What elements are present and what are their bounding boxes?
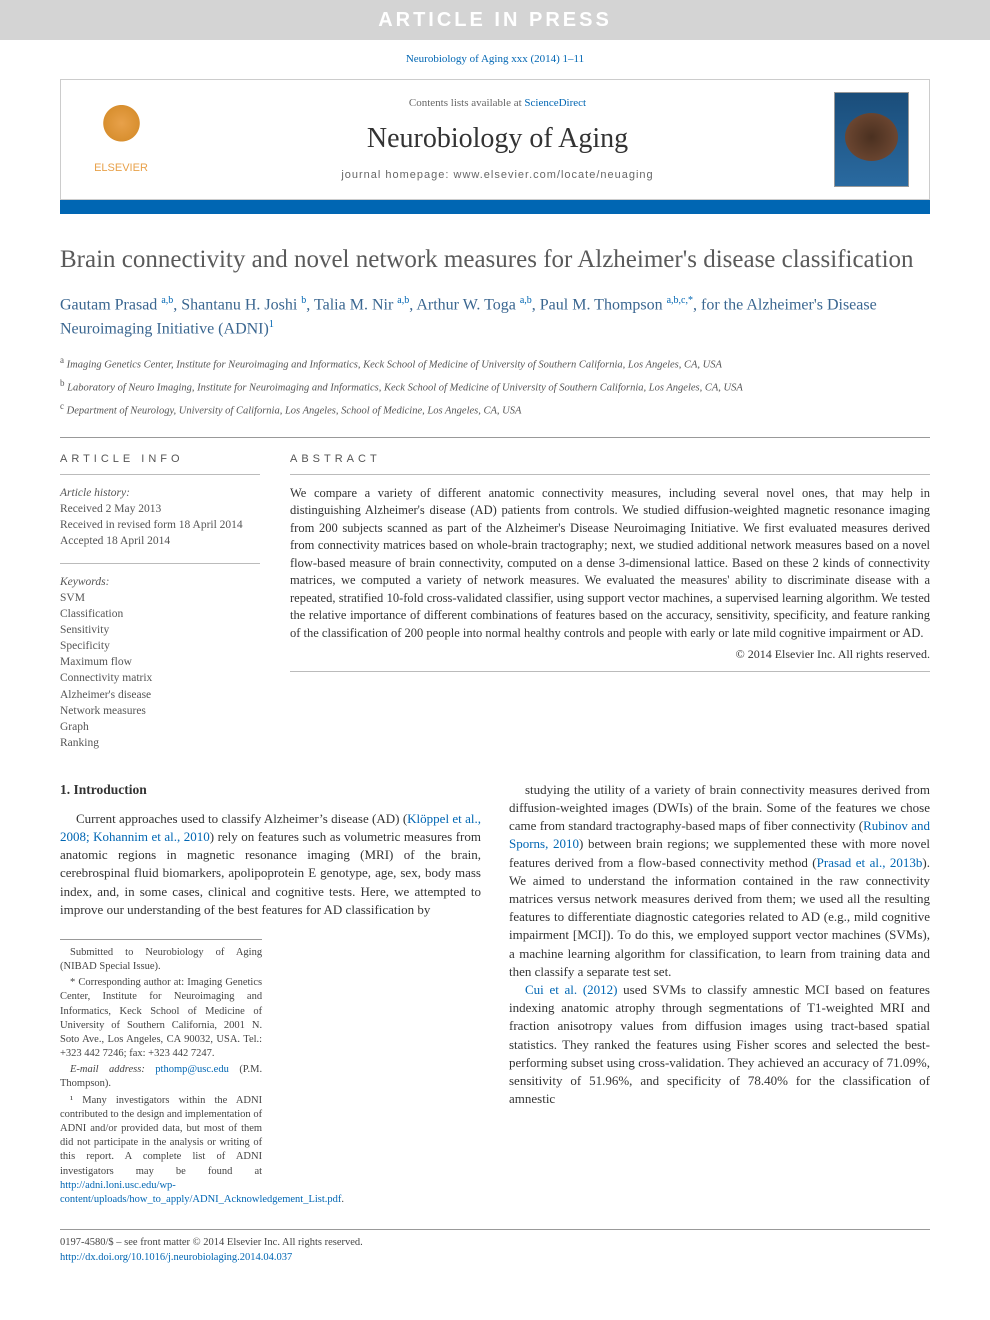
keywords-block: Keywords: SVMClassificationSensitivitySp… bbox=[60, 574, 260, 751]
homepage-url[interactable]: www.elsevier.com/locate/neuaging bbox=[454, 169, 654, 181]
intro-para-3: Cui et al. (2012) used SVMs to classify … bbox=[509, 981, 930, 1108]
divider-thin bbox=[60, 474, 260, 475]
footnotes: Submitted to Neurobiology of Aging (NIBA… bbox=[60, 939, 262, 1207]
citation-link[interactable]: Rubinov and Sporns, 2010 bbox=[509, 818, 930, 851]
divider-thin bbox=[290, 671, 930, 672]
journal-cover-thumbnail bbox=[834, 92, 909, 187]
section-heading: 1. Introduction bbox=[60, 781, 481, 800]
authors-list: Gautam Prasad a,b, Shantanu H. Joshi b, … bbox=[60, 293, 930, 342]
elsevier-tree-icon bbox=[94, 104, 149, 159]
keyword-item: Sensitivity bbox=[60, 622, 260, 638]
intro-para-1: Current approaches used to classify Alzh… bbox=[60, 810, 481, 919]
adni-url-link[interactable]: http://adni.loni.usc.edu/wp-content/uplo… bbox=[60, 1180, 341, 1205]
abstract-text: We compare a variety of different anatom… bbox=[290, 485, 930, 643]
keywords-label: Keywords: bbox=[60, 576, 109, 588]
body-col-left: 1. Introduction Current approaches used … bbox=[60, 781, 481, 1209]
top-citation: Neurobiology of Aging xxx (2014) 1–11 bbox=[0, 40, 990, 79]
article-history: Article history: Received 2 May 2013 Rec… bbox=[60, 485, 260, 549]
keyword-item: Maximum flow bbox=[60, 654, 260, 670]
homepage-line: journal homepage: www.elsevier.com/locat… bbox=[161, 168, 834, 183]
history-label: Article history: bbox=[60, 487, 130, 499]
article-title: Brain connectivity and novel network mea… bbox=[60, 244, 930, 277]
page-footer: 0197-4580/$ – see front matter © 2014 El… bbox=[60, 1229, 930, 1265]
footnote-submitted: Submitted to Neurobiology of Aging (NIBA… bbox=[60, 946, 262, 974]
affiliation: a Imaging Genetics Center, Institute for… bbox=[60, 354, 930, 373]
footnote-corresponding: * Corresponding author at: Imaging Genet… bbox=[60, 976, 262, 1061]
adni-note-text: ¹ Many investigators within the ADNI con… bbox=[60, 1095, 262, 1177]
revised-date: Received in revised form 18 April 2014 bbox=[60, 519, 243, 531]
sciencedirect-link[interactable]: ScienceDirect bbox=[524, 97, 586, 109]
keyword-item: Connectivity matrix bbox=[60, 670, 260, 686]
contents-line: Contents lists available at ScienceDirec… bbox=[161, 96, 834, 111]
citation-link[interactable]: Cui et al. (2012) bbox=[525, 982, 618, 997]
contents-prefix: Contents lists available at bbox=[409, 97, 524, 109]
elsevier-logo: ELSEVIER bbox=[81, 104, 161, 176]
affiliation: c Department of Neurology, University of… bbox=[60, 400, 930, 419]
footnote-email: E-mail address: pthomp@usc.edu (P.M. Tho… bbox=[60, 1063, 262, 1091]
divider-thin bbox=[290, 474, 930, 475]
divider-thin bbox=[60, 563, 260, 564]
keyword-item: Graph bbox=[60, 719, 260, 735]
citation-link[interactable]: Prasad et al., 2013b bbox=[817, 855, 923, 870]
citation-link[interactable]: Klöppel et al., 2008; Kohannim et al., 2… bbox=[60, 811, 481, 844]
received-date: Received 2 May 2013 bbox=[60, 503, 161, 515]
journal-name: Neurobiology of Aging bbox=[161, 119, 834, 158]
keyword-item: Network measures bbox=[60, 703, 260, 719]
intro-para-2: studying the utility of a variety of bra… bbox=[509, 781, 930, 981]
in-press-banner: ARTICLE IN PRESS bbox=[0, 0, 990, 40]
keyword-item: Classification bbox=[60, 606, 260, 622]
affiliation: b Laboratory of Neuro Imaging, Institute… bbox=[60, 377, 930, 396]
footnote-adni: ¹ Many investigators within the ADNI con… bbox=[60, 1094, 262, 1207]
email-link[interactable]: pthomp@usc.edu bbox=[155, 1064, 229, 1075]
body-col-right: studying the utility of a variety of bra… bbox=[509, 781, 930, 1209]
journal-header: ELSEVIER Contents lists available at Sci… bbox=[60, 79, 930, 200]
keyword-item: Alzheimer's disease bbox=[60, 687, 260, 703]
doi-link[interactable]: http://dx.doi.org/10.1016/j.neurobiolagi… bbox=[60, 1252, 292, 1263]
keyword-item: SVM bbox=[60, 590, 260, 606]
abstract-head: ABSTRACT bbox=[290, 452, 930, 467]
blue-divider-bar bbox=[60, 200, 930, 214]
copyright-line: © 2014 Elsevier Inc. All rights reserved… bbox=[290, 646, 930, 663]
accepted-date: Accepted 18 April 2014 bbox=[60, 535, 170, 547]
homepage-label: journal homepage: bbox=[341, 169, 453, 181]
keyword-item: Specificity bbox=[60, 638, 260, 654]
article-info-head: ARTICLE INFO bbox=[60, 452, 260, 467]
keyword-item: Ranking bbox=[60, 735, 260, 751]
issn-line: 0197-4580/$ – see front matter © 2014 El… bbox=[60, 1236, 930, 1251]
email-label: E-mail address: bbox=[70, 1064, 155, 1075]
divider bbox=[60, 437, 930, 438]
elsevier-label: ELSEVIER bbox=[81, 161, 161, 176]
